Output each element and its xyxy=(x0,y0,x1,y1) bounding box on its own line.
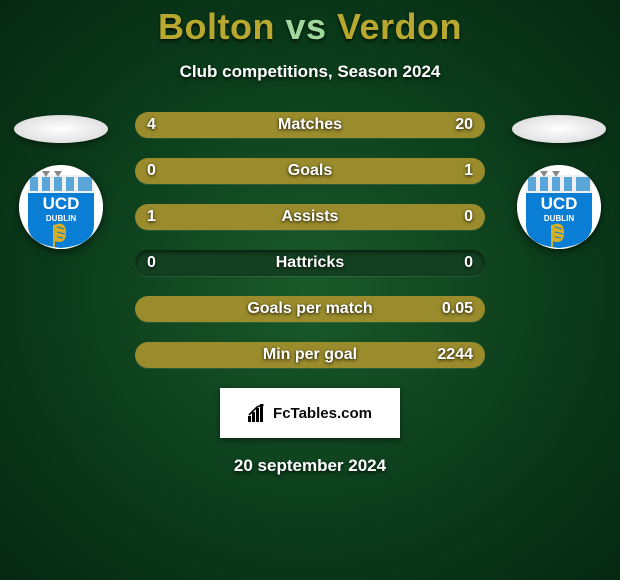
bar-label: Min per goal xyxy=(135,342,485,368)
bar-label: Assists xyxy=(135,204,485,230)
crest-text-ucd: UCD xyxy=(541,194,578,213)
footer-date: 20 september 2024 xyxy=(0,456,620,476)
right-team-ellipse xyxy=(512,115,606,143)
subtitle: Club competitions, Season 2024 xyxy=(0,62,620,82)
fctables-card[interactable]: FcTables.com xyxy=(220,388,400,438)
bar-value-right: 1 xyxy=(464,158,473,184)
ucd-crest-icon: UCD DUBLIN xyxy=(19,165,103,249)
left-team-ellipse xyxy=(14,115,108,143)
bar-value-right: 20 xyxy=(455,112,473,138)
stat-bar: Assists1 0 xyxy=(135,204,485,230)
fctables-label: FcTables.com xyxy=(273,405,372,422)
bar-value-left: 4 xyxy=(147,112,156,138)
bar-value-right: 0 xyxy=(464,250,473,276)
page-title: Bolton vs Verdon xyxy=(0,0,620,48)
crest-text-dublin: DUBLIN xyxy=(46,214,76,223)
right-badge-column: UCD DUBLIN xyxy=(512,115,606,249)
left-badge-column: UCD DUBLIN xyxy=(14,115,108,249)
title-vs: vs xyxy=(275,6,337,47)
bar-value-left: 1 xyxy=(147,204,156,230)
stat-bar: Goals per match0.05 xyxy=(135,296,485,322)
stat-bar: Goals0 1 xyxy=(135,158,485,184)
bar-label: Goals per match xyxy=(135,296,485,322)
stat-bar: Matches4 20 xyxy=(135,112,485,138)
bar-value-right: 0.05 xyxy=(442,296,473,322)
ucd-crest-icon: UCD DUBLIN xyxy=(517,165,601,249)
bar-value-left: 0 xyxy=(147,250,156,276)
bar-value-right: 2244 xyxy=(437,342,473,368)
title-player-2: Verdon xyxy=(337,6,462,47)
title-player-1: Bolton xyxy=(158,6,275,47)
bar-value-left: 0 xyxy=(147,158,156,184)
bar-label: Matches xyxy=(135,112,485,138)
bar-value-right: 0 xyxy=(464,204,473,230)
right-club-crest: UCD DUBLIN xyxy=(517,165,601,249)
fctables-logo-icon xyxy=(248,404,268,422)
left-club-crest: UCD DUBLIN xyxy=(19,165,103,249)
crest-text-dublin: DUBLIN xyxy=(544,214,574,223)
crest-text-ucd: UCD xyxy=(43,194,80,213)
bar-label: Goals xyxy=(135,158,485,184)
stat-bar: Min per goal2244 xyxy=(135,342,485,368)
stat-bar: Hattricks0 0 xyxy=(135,250,485,276)
bar-label: Hattricks xyxy=(135,250,485,276)
